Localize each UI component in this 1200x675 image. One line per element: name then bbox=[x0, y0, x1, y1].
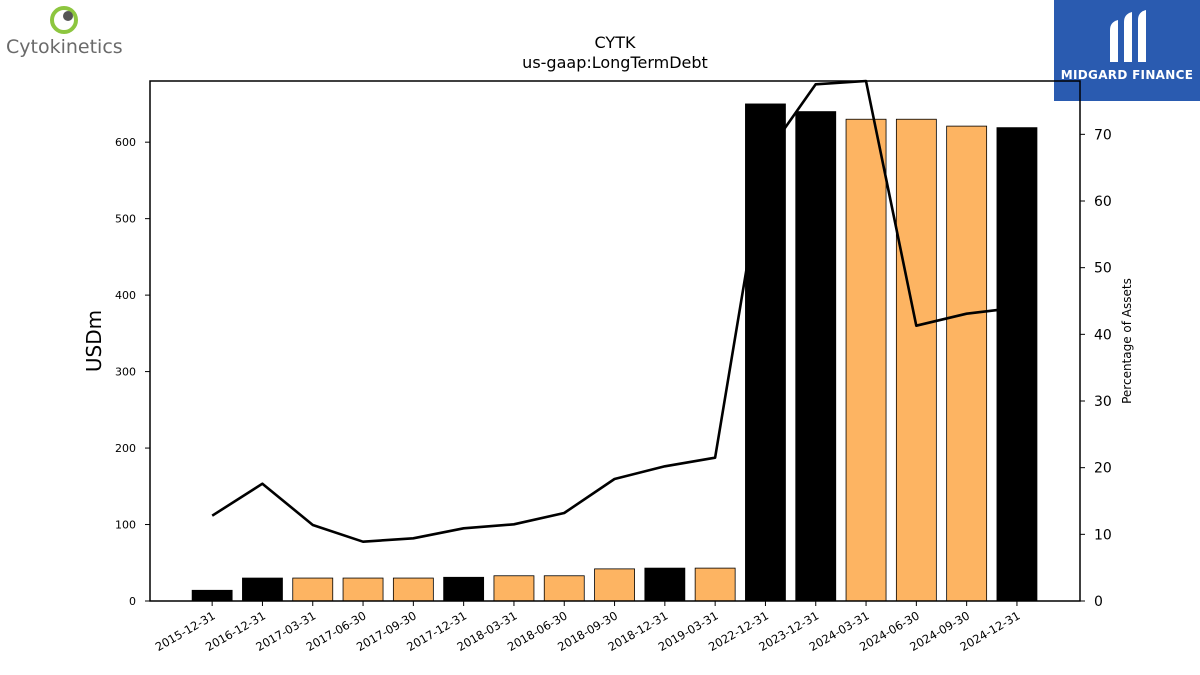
y2-tick-label: 10 bbox=[1094, 527, 1112, 543]
bar bbox=[946, 125, 988, 602]
bars-layer bbox=[191, 103, 1038, 602]
y2-axis: 0 10 20 30 40 50 60 70 bbox=[1080, 127, 1112, 610]
cytokinetics-logo-text: Cytokinetics bbox=[6, 36, 123, 58]
cytokinetics-logo-icon bbox=[50, 6, 78, 34]
x-axis: 2015-12-312016-12-312017-03-312017-06-30… bbox=[153, 601, 1022, 654]
bar bbox=[845, 118, 887, 602]
midgard-finance-logo-text: MIDGARD FINANCE bbox=[1060, 68, 1194, 82]
y-tick-label: 200 bbox=[115, 442, 136, 455]
midgard-finance-logo: MIDGARD FINANCE bbox=[1054, 0, 1200, 101]
plot-frame bbox=[149, 80, 1081, 602]
bar bbox=[242, 577, 283, 602]
bar bbox=[191, 589, 233, 602]
y-tick-label: 400 bbox=[115, 289, 136, 302]
y2-tick-label: 20 bbox=[1094, 461, 1112, 477]
cytokinetics-logo: Cytokinetics bbox=[0, 0, 130, 64]
y-tick-label: 100 bbox=[115, 519, 136, 532]
bar bbox=[745, 103, 786, 602]
bar bbox=[292, 577, 334, 602]
bar bbox=[795, 111, 837, 602]
bar bbox=[895, 118, 937, 602]
chart-title: CYTK bbox=[595, 33, 636, 52]
bar bbox=[493, 575, 535, 602]
series-line bbox=[211, 79, 1018, 544]
y2-tick-label: 40 bbox=[1094, 327, 1112, 343]
y-axis-label: USDm bbox=[82, 310, 106, 372]
bar bbox=[443, 576, 485, 602]
y-axis: 0 100 200 300 400 500 600 bbox=[115, 136, 150, 608]
bar bbox=[644, 567, 686, 602]
y2-tick-label: 50 bbox=[1094, 261, 1112, 277]
bar bbox=[392, 577, 434, 602]
y2-tick-label: 60 bbox=[1094, 194, 1112, 210]
y2-tick-label: 70 bbox=[1094, 127, 1112, 143]
bar bbox=[594, 568, 635, 602]
bar bbox=[996, 127, 1038, 602]
bar bbox=[342, 577, 384, 602]
y2-tick-label: 0 bbox=[1094, 594, 1103, 610]
midgard-finance-logo-icon bbox=[1110, 10, 1146, 62]
y-tick-label: 0 bbox=[129, 595, 136, 608]
y2-tick-label: 30 bbox=[1094, 394, 1112, 410]
bar bbox=[543, 575, 585, 602]
y-tick-label: 300 bbox=[115, 366, 136, 379]
bar bbox=[694, 567, 736, 602]
y2-axis-label: Percentage of Assets bbox=[1120, 278, 1134, 404]
line-layer bbox=[211, 79, 1018, 544]
y-tick-label: 600 bbox=[115, 136, 136, 149]
chart-subtitle: us-gaap:LongTermDebt bbox=[522, 53, 708, 72]
y-tick-label: 500 bbox=[115, 213, 136, 226]
